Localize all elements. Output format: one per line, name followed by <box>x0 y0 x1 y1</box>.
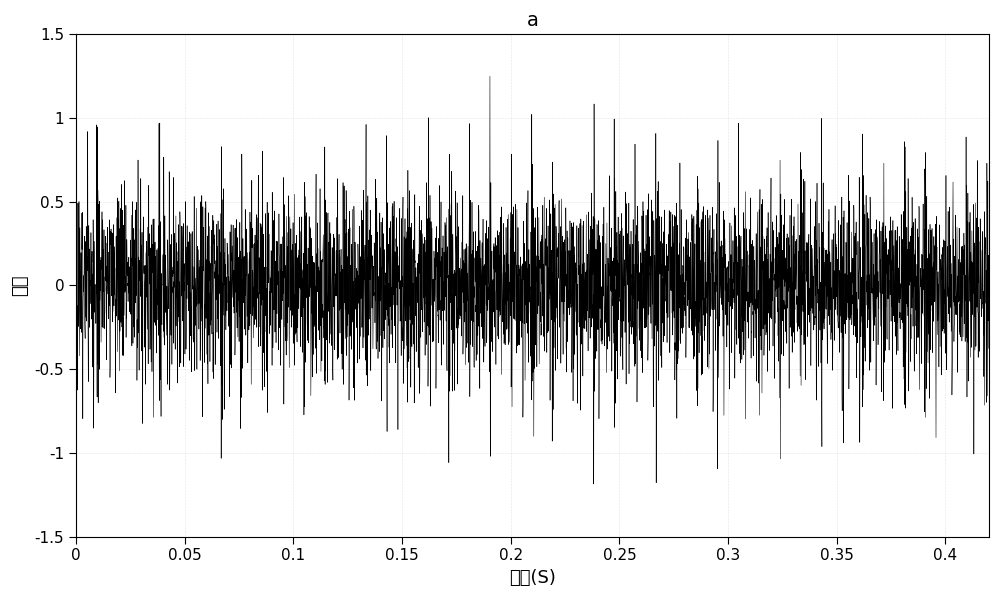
Title: a: a <box>527 11 538 30</box>
Y-axis label: 幅値: 幅値 <box>11 274 29 296</box>
X-axis label: 时间(S): 时间(S) <box>509 569 556 587</box>
